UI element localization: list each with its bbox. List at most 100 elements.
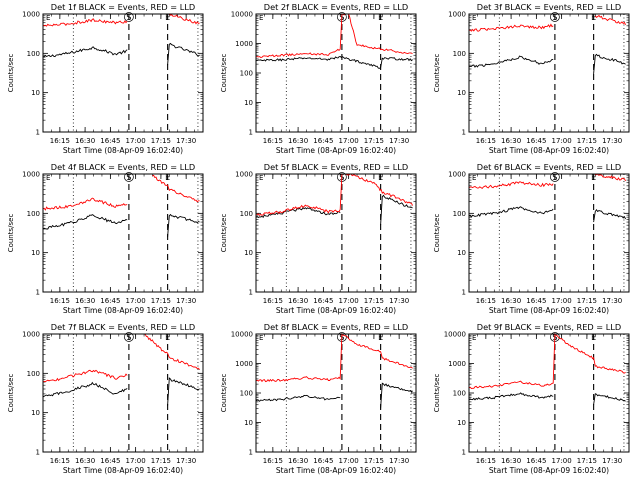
events-trace <box>380 194 413 226</box>
events-trace <box>42 381 128 398</box>
marker-circle <box>550 12 560 22</box>
events-trace <box>468 206 554 218</box>
x-axis-label: Start Time (08-Apr-09 16:02:40) <box>63 146 183 155</box>
events-trace <box>42 46 128 58</box>
y-tick-label: 1000 <box>235 360 253 368</box>
marker-circle <box>124 172 134 182</box>
panel-8: Det 8f BLACK = Events, RED = LLD Counts/s… <box>220 322 417 475</box>
x-tick-label: 17:15 <box>151 297 171 305</box>
y-axis-label: Counts/sec <box>7 374 15 413</box>
y-tick-label: 1000 <box>22 171 40 179</box>
x-tick-label: 17:00 <box>126 297 146 305</box>
events-trace <box>593 209 626 223</box>
x-tick-label: 16:30 <box>501 137 521 145</box>
x-tick-label: 16:45 <box>100 297 120 305</box>
panel-title: Det 9f BLACK = Events, RED = LLD <box>477 322 621 332</box>
y-tick-label: 1 <box>462 129 466 137</box>
x-tick-label: 16:45 <box>526 457 546 465</box>
marker-circle <box>124 12 134 22</box>
x-tick-label: 17:15 <box>577 457 597 465</box>
events-trace <box>593 393 626 405</box>
y-tick-label: 10 <box>31 409 40 417</box>
plot-frame <box>42 13 204 133</box>
x-tick-label: 17:30 <box>176 297 196 305</box>
x-tick-label: 16:45 <box>526 137 546 145</box>
marker-label: E <box>378 173 383 182</box>
lld-trace <box>42 197 128 211</box>
y-tick-label: 100 <box>240 390 253 398</box>
x-axis-label: Start Time (08-Apr-09 16:02:40) <box>489 146 609 155</box>
lld-trace <box>593 173 626 182</box>
events-trace <box>593 53 626 74</box>
x-axis-label: Start Time (08-Apr-09 16:02:40) <box>63 306 183 315</box>
y-tick-label: 10 <box>244 249 253 257</box>
y-tick-label: 100 <box>453 390 466 398</box>
x-tick-label: 16:30 <box>288 297 308 305</box>
panel-9: Det 9f BLACK = Events, RED = LLD Counts/s… <box>433 322 630 475</box>
x-tick-label: 17:00 <box>339 297 359 305</box>
x-tick-label: 17:30 <box>602 297 622 305</box>
x-tick-label: 16:30 <box>75 137 95 145</box>
panel-title: Det 6f BLACK = Events, RED = LLD <box>477 162 621 172</box>
marker-label: E <box>165 333 170 342</box>
x-tick-label: 16:45 <box>100 457 120 465</box>
x-tick-label: 16:15 <box>263 137 283 145</box>
x-tick-label: 17:15 <box>364 457 384 465</box>
events-trace <box>255 56 413 69</box>
y-tick-label: 10 <box>244 419 253 427</box>
x-tick-label: 16:30 <box>75 297 95 305</box>
panel-3: Det 3f BLACK = Events, RED = LLD Counts/s… <box>433 2 630 155</box>
y-tick-label: 1000 <box>448 11 466 19</box>
lld-trace <box>255 13 413 58</box>
x-tick-label: 17:15 <box>577 297 597 305</box>
marker-label: E <box>591 13 596 22</box>
plot-frame <box>255 13 417 133</box>
x-tick-label: 16:15 <box>263 457 283 465</box>
x-tick-label: 16:45 <box>526 297 546 305</box>
y-tick-label: 1 <box>462 449 466 457</box>
x-axis-label: Start Time (08-Apr-09 16:02:40) <box>276 466 396 475</box>
corner-mark: E <box>472 334 476 342</box>
y-tick-label: 10000 <box>231 11 253 19</box>
x-tick-label: 16:30 <box>288 137 308 145</box>
corner-mark: E <box>472 174 476 182</box>
panel-title: Det 7f BLACK = Events, RED = LLD <box>51 322 195 332</box>
x-tick-label: 17:00 <box>126 137 146 145</box>
x-tick-label: 16:30 <box>501 297 521 305</box>
panel-title: Det 5f BLACK = Events, RED = LLD <box>264 162 408 172</box>
y-tick-label: 10000 <box>231 331 253 339</box>
y-tick-label: 1000 <box>448 360 466 368</box>
lld-trace <box>468 23 554 32</box>
y-tick-label: 1000 <box>22 11 40 19</box>
panel-2: Det 2f BLACK = Events, RED = LLD Counts/s… <box>220 2 417 155</box>
x-tick-label: 16:15 <box>50 457 70 465</box>
x-tick-label: 17:00 <box>339 457 359 465</box>
y-tick-label: 100 <box>27 50 40 58</box>
y-tick-label: 10 <box>31 249 40 257</box>
events-trace <box>255 394 341 402</box>
events-trace <box>380 382 413 409</box>
lld-trace <box>42 18 128 27</box>
x-tick-label: 17:30 <box>389 457 409 465</box>
events-trace <box>167 213 200 238</box>
marker-label: E <box>378 333 383 342</box>
x-tick-label: 16:15 <box>50 137 70 145</box>
lld-trace <box>255 173 414 217</box>
x-tick-label: 17:30 <box>602 457 622 465</box>
x-tick-label: 16:30 <box>288 457 308 465</box>
corner-mark: E <box>46 174 50 182</box>
marker-label: S <box>552 13 557 22</box>
x-tick-label: 16:45 <box>100 137 120 145</box>
x-tick-label: 17:00 <box>552 457 572 465</box>
plot-frame <box>255 173 417 293</box>
y-tick-label: 10 <box>457 249 466 257</box>
lld-trace <box>168 13 200 25</box>
marker-circle <box>550 172 560 182</box>
marker-circle <box>124 332 134 342</box>
corner-mark: E <box>259 174 263 182</box>
marker-label: S <box>126 173 131 182</box>
x-tick-label: 17:15 <box>151 137 171 145</box>
events-trace <box>42 214 128 230</box>
x-axis-label: Start Time (08-Apr-09 16:02:40) <box>489 306 609 315</box>
